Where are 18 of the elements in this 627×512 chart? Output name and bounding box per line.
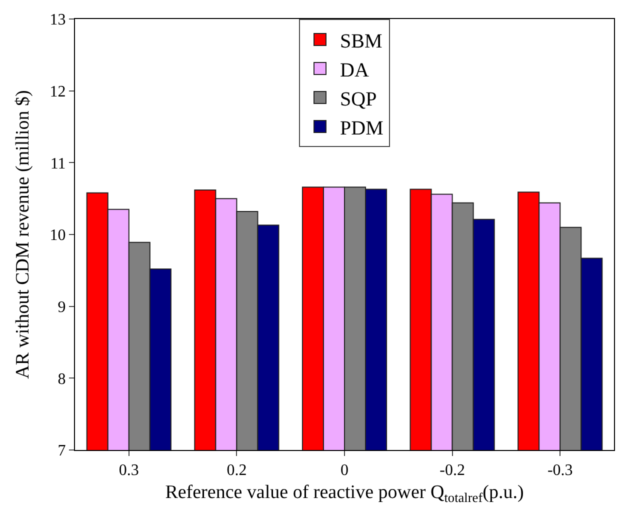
y-tick-label: 9 xyxy=(58,298,66,316)
y-tick-label: 7 xyxy=(58,442,66,460)
x-tick-label: -0.2 xyxy=(440,462,465,480)
x-tick-label: 0.3 xyxy=(118,462,139,480)
legend-label: SQP xyxy=(340,88,377,110)
legend-label: DA xyxy=(340,59,370,82)
legend-label: PDM xyxy=(340,117,384,140)
x-tick-label: 0 xyxy=(340,462,348,480)
x-tick-label: -0.3 xyxy=(547,462,573,480)
y-tick-label: 11 xyxy=(50,155,66,172)
y-tick-label: 10 xyxy=(50,227,66,244)
y-tick-label: 13 xyxy=(50,12,66,29)
x-axis-title: Reference value of reactive power Q$_{totalref}$(p.u.) xyxy=(165,482,524,505)
x-tick-label: 0.2 xyxy=(226,462,247,480)
y-axis-title: AR without CDM revenue (million $) xyxy=(12,90,34,379)
legend-label: SBM xyxy=(340,30,382,52)
y-tick-label: 8 xyxy=(58,370,66,388)
y-tick-label: 12 xyxy=(50,83,66,100)
